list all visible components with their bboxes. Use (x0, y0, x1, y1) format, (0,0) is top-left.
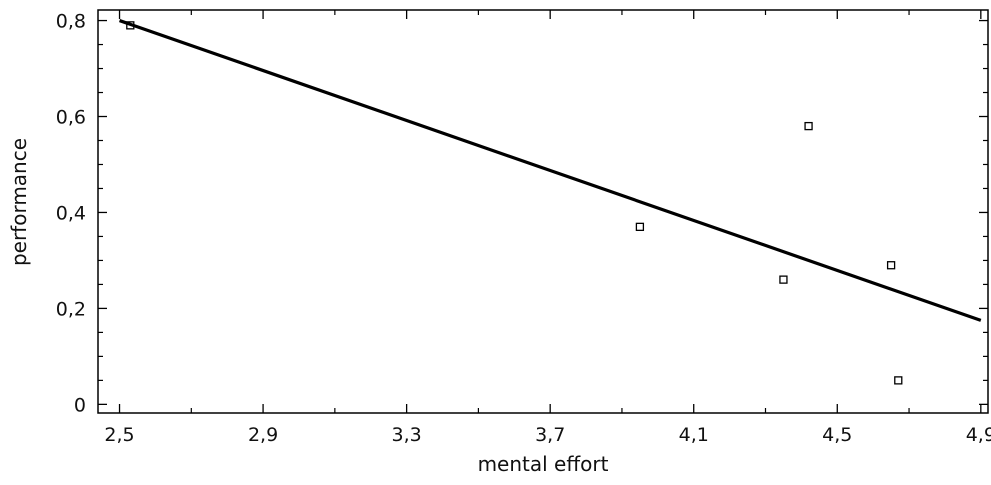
y-tick-label: 0,2 (56, 298, 86, 320)
x-tick-label: 4,1 (679, 424, 709, 446)
x-tick-label: 3,3 (392, 424, 422, 446)
x-tick-label: 2,9 (248, 424, 278, 446)
x-axis-title: mental effort (478, 452, 609, 476)
y-tick-label: 0,6 (56, 107, 86, 129)
data-point (895, 377, 902, 384)
y-tick-label: 0 (74, 394, 86, 416)
x-tick-label: 3,7 (535, 424, 565, 446)
data-point (888, 262, 895, 269)
y-tick-label: 0,4 (56, 202, 86, 224)
data-point (636, 223, 643, 230)
x-tick-label: 4,5 (822, 424, 852, 446)
y-axis-title: performance (7, 138, 31, 266)
data-point (780, 276, 787, 283)
x-tick-label: 4,9 (966, 424, 991, 446)
trend-line (120, 21, 981, 321)
data-point (805, 123, 812, 130)
axis-ticks (98, 10, 988, 413)
x-tick-label: 2,5 (104, 424, 134, 446)
data-layer (120, 21, 981, 384)
plot-frame (98, 10, 988, 413)
axis-tick-labels: 2,5 2,9 3,3 3,7 4,1 4,5 4,9 0 0,2 0,4 0,6 0,8 (56, 11, 991, 446)
y-tick-label: 0,8 (56, 11, 86, 33)
